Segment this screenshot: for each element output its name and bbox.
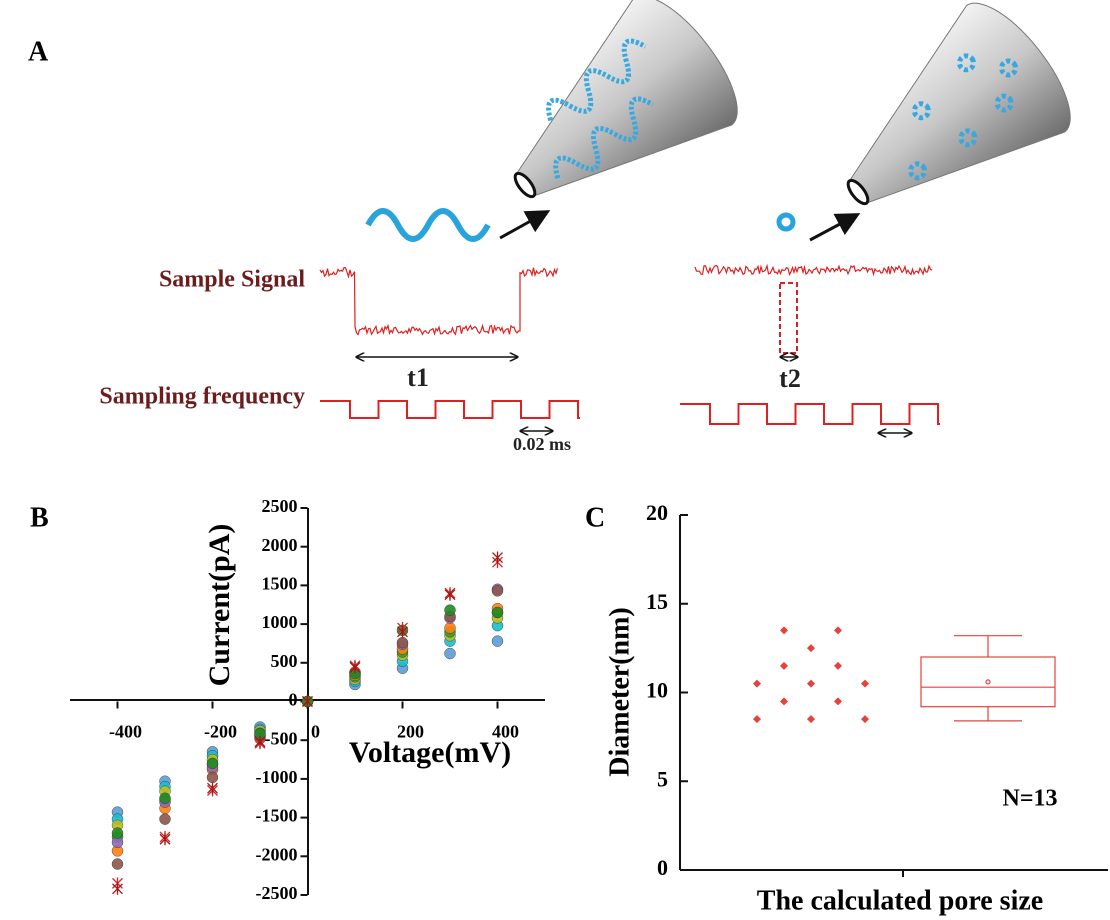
- point: [753, 715, 761, 724]
- point: [207, 782, 218, 795]
- y-tick-label: 20: [646, 500, 668, 525]
- y-axis-label: Current(pA): [203, 524, 236, 687]
- interval-label: 0.02 ms: [513, 434, 571, 454]
- y-tick-label: -2000: [256, 844, 298, 864]
- point: [159, 792, 171, 804]
- nanopore-cone: [846, 2, 1071, 206]
- point: [492, 551, 503, 564]
- trace: [319, 266, 559, 336]
- clock: [680, 403, 940, 425]
- point: [834, 626, 842, 635]
- point: [861, 679, 869, 688]
- point: [254, 735, 266, 748]
- frequency-label: Sampling frequency: [99, 384, 305, 410]
- x-tick-label: -400: [109, 722, 142, 742]
- event-box: [779, 282, 798, 354]
- t2-label: t2: [779, 364, 801, 393]
- point: [302, 695, 313, 708]
- y-tick-label: -1000: [256, 767, 298, 787]
- signal-label: Sample Signal: [159, 267, 305, 293]
- point: [807, 715, 815, 724]
- point: [396, 636, 409, 649]
- point: [349, 661, 361, 674]
- trace: [694, 263, 933, 277]
- molecule-ring: [776, 212, 796, 232]
- x-tick-label: 200: [397, 722, 424, 742]
- panel-label: B: [30, 502, 49, 533]
- panel-label: A: [28, 36, 49, 67]
- point: [397, 625, 408, 638]
- point: [861, 715, 869, 724]
- t1-label: t1: [407, 363, 429, 392]
- mean: [985, 679, 991, 685]
- point: [111, 858, 124, 870]
- point: [807, 679, 815, 688]
- x-axis-label: Voltage(mV): [349, 736, 511, 769]
- point: [780, 697, 788, 706]
- y-tick-label: -1500: [256, 806, 298, 826]
- x-tick-label: 400: [492, 722, 519, 742]
- point: [444, 588, 456, 601]
- molecule-wave: [365, 208, 491, 242]
- point: [834, 661, 842, 670]
- point: [444, 647, 456, 660]
- x-tick-label: -200: [204, 722, 237, 742]
- x-tick-label: 0: [311, 722, 320, 742]
- y-tick-label: 5: [657, 766, 668, 791]
- y-tick-label: 2500: [262, 496, 298, 516]
- point: [780, 626, 788, 635]
- point: [780, 661, 788, 670]
- y-tick-label: 2000: [262, 535, 298, 555]
- point: [159, 813, 171, 825]
- x-axis-label: The calculated pore size: [757, 885, 1043, 916]
- point: [807, 644, 815, 653]
- box: [920, 656, 1056, 708]
- point: [111, 827, 124, 839]
- point: [491, 606, 504, 619]
- y-tick-label: 1500: [262, 574, 298, 594]
- panel-label: C: [585, 502, 605, 533]
- clock: [320, 400, 580, 419]
- point: [834, 697, 842, 706]
- y-axis-label: Diameter(nm): [604, 607, 635, 776]
- point: [206, 757, 219, 770]
- point: [491, 585, 504, 597]
- point: [444, 604, 456, 616]
- arrow: [809, 213, 861, 242]
- point: [112, 882, 123, 895]
- y-tick-label: 0: [657, 855, 668, 880]
- y-tick-label: -500: [265, 728, 298, 748]
- y-tick-label: 15: [646, 589, 668, 614]
- y-tick-label: 0: [289, 690, 298, 710]
- arrow: [499, 210, 551, 240]
- point: [444, 622, 456, 634]
- point: [206, 771, 219, 784]
- y-tick-label: 500: [271, 651, 298, 671]
- point: [159, 833, 171, 846]
- y-tick-label: 10: [646, 678, 668, 703]
- nanopore-cone: [513, 0, 738, 199]
- y-tick-label: -2500: [256, 883, 298, 903]
- signals: [319, 263, 940, 425]
- point: [753, 679, 761, 688]
- annotation: N=13: [1002, 786, 1057, 812]
- y-tick-label: 1000: [262, 612, 298, 632]
- point: [491, 635, 504, 647]
